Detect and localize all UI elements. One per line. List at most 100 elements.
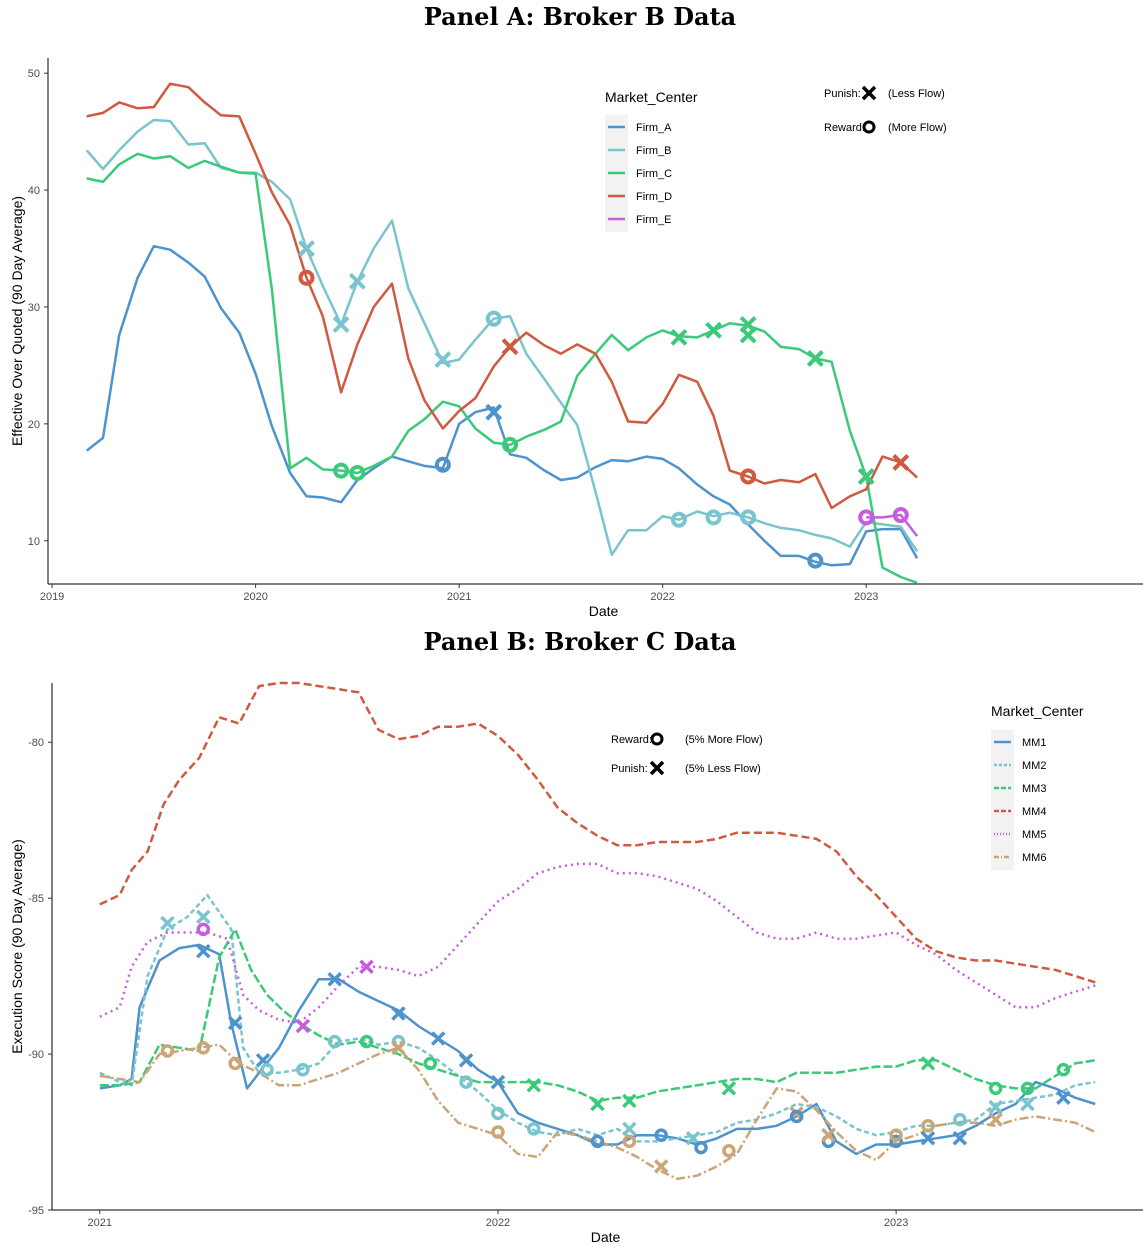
reward-marker bbox=[590, 1134, 605, 1149]
punish-marker bbox=[622, 1121, 637, 1137]
punish-marker bbox=[430, 1031, 446, 1046]
legend-label-mm3: MM3 bbox=[1022, 783, 1046, 795]
reward-marker bbox=[670, 511, 687, 528]
punish-marker bbox=[590, 1096, 605, 1112]
marker-legend-x-icon bbox=[861, 85, 877, 101]
panel-b-title: Panel B: Broker C Data bbox=[423, 627, 737, 656]
punish-marker bbox=[160, 915, 175, 931]
marker-legend-note: (5% Less Flow) bbox=[685, 763, 761, 775]
y-tick-label: -90 bbox=[28, 1049, 44, 1061]
x-tick-label: 2021 bbox=[447, 591, 471, 603]
legend-label-mm2: MM2 bbox=[1022, 760, 1046, 772]
x-axis-title: Date bbox=[589, 603, 619, 619]
reward-marker bbox=[196, 922, 211, 937]
punish-marker bbox=[391, 1006, 406, 1021]
x-tick-label: 2023 bbox=[854, 591, 878, 603]
series-line-firm_e bbox=[866, 513, 919, 537]
legend-label-firm_e: Firm_E bbox=[636, 214, 671, 226]
reward-marker bbox=[349, 464, 366, 481]
reward-marker bbox=[502, 436, 519, 453]
punish-marker bbox=[391, 1040, 406, 1056]
x-tick-label: 2022 bbox=[650, 591, 674, 603]
reward-marker bbox=[196, 1041, 211, 1055]
panel-a-title: Panel A: Broker B Data bbox=[423, 2, 737, 31]
reward-marker bbox=[722, 1144, 736, 1158]
punish-marker bbox=[920, 1131, 936, 1146]
series-line-mm1 bbox=[99, 943, 1096, 1156]
y-tick-label: -95 bbox=[28, 1205, 44, 1217]
plot-area bbox=[85, 82, 919, 584]
punish-marker bbox=[670, 328, 688, 346]
reward-marker bbox=[921, 1119, 935, 1133]
punish-marker bbox=[295, 1018, 311, 1034]
reward-marker bbox=[491, 1125, 505, 1139]
y-axis-title: Execution Score (90 Day Average) bbox=[9, 839, 25, 1054]
punish-marker bbox=[196, 943, 211, 959]
marker-legend-label: Punish: bbox=[824, 88, 861, 100]
reward-marker bbox=[333, 462, 350, 479]
punish-marker bbox=[227, 1015, 243, 1031]
marker-legend-label: Punish: bbox=[611, 763, 648, 775]
y-tick-label: 40 bbox=[28, 185, 40, 197]
reward-marker bbox=[858, 509, 875, 526]
legend-label-firm_a: Firm_A bbox=[636, 122, 672, 134]
marker-legend-note: (More Flow) bbox=[888, 122, 947, 134]
reward-marker bbox=[228, 1056, 242, 1071]
legend-label-firm_c: Firm_C bbox=[636, 168, 672, 180]
y-tick-label: 30 bbox=[28, 302, 40, 314]
reward-marker bbox=[988, 1081, 1003, 1096]
reward-marker bbox=[359, 1034, 374, 1049]
marker-legend-label: Reward: bbox=[611, 734, 652, 746]
marker-legend-x-icon bbox=[649, 760, 665, 776]
punish-marker bbox=[952, 1131, 968, 1146]
reward-marker bbox=[527, 1122, 541, 1136]
reward-marker bbox=[705, 509, 722, 526]
punish-marker bbox=[857, 468, 875, 485]
reward-marker bbox=[459, 1075, 473, 1089]
series-line-firm_c bbox=[86, 152, 918, 584]
reward-marker bbox=[622, 1134, 637, 1149]
panel-a: 10 20 30 40 50 2019 2020 2021 2022 2023 Date Effect… bbox=[9, 58, 1143, 619]
reward-marker bbox=[423, 1056, 438, 1071]
punish-marker bbox=[196, 909, 211, 925]
punish-marker bbox=[920, 1056, 936, 1071]
x-axis-title: Date bbox=[591, 1229, 621, 1245]
punish-marker bbox=[721, 1081, 737, 1096]
punish-marker bbox=[622, 1093, 637, 1109]
punish-marker bbox=[501, 338, 519, 356]
marker-legend-note: (Less Flow) bbox=[888, 88, 945, 100]
reward-marker bbox=[654, 1128, 668, 1142]
reward-marker bbox=[491, 1106, 505, 1121]
marker-legend-note: (5% More Flow) bbox=[685, 734, 763, 746]
legend-label-mm1: MM1 bbox=[1022, 737, 1046, 749]
series-line-mm6 bbox=[99, 1043, 1096, 1181]
y-tick-label: -80 bbox=[28, 737, 44, 749]
y-tick-label: 10 bbox=[28, 536, 40, 548]
y-tick-label: 20 bbox=[28, 419, 40, 431]
series-line-firm_a bbox=[85, 244, 919, 567]
reward-marker bbox=[740, 509, 757, 526]
marker-legend-o-icon bbox=[862, 120, 876, 134]
marker-legend-label: Reward: bbox=[824, 122, 865, 134]
legend-key-background bbox=[991, 730, 1014, 870]
reward-marker bbox=[298, 269, 315, 286]
punish-marker bbox=[988, 1112, 1003, 1127]
x-tick-label: 2020 bbox=[243, 591, 267, 603]
panel-b: -95 -90 -85 -80 2021 2022 2023 Date Execution Sc… bbox=[9, 681, 1143, 1245]
reward-marker bbox=[694, 1140, 708, 1155]
reward-marker bbox=[789, 1109, 804, 1124]
plot-area bbox=[99, 681, 1096, 1181]
series-line-firm_b bbox=[85, 118, 919, 557]
legend-label-firm_d: Firm_D bbox=[636, 191, 672, 203]
punish-marker bbox=[332, 316, 350, 333]
reward-marker bbox=[160, 1044, 175, 1058]
punish-marker bbox=[298, 240, 315, 257]
reward-marker bbox=[260, 1062, 274, 1077]
series-line-mm4 bbox=[99, 681, 1096, 984]
series-line-mm3 bbox=[99, 928, 1096, 1103]
punish-marker bbox=[988, 1099, 1003, 1115]
reward-marker bbox=[1056, 1062, 1071, 1077]
y-axis-title: Effective Over Quoted (90 Day Average) bbox=[9, 196, 25, 446]
x-tick-label: 2023 bbox=[884, 1217, 908, 1229]
